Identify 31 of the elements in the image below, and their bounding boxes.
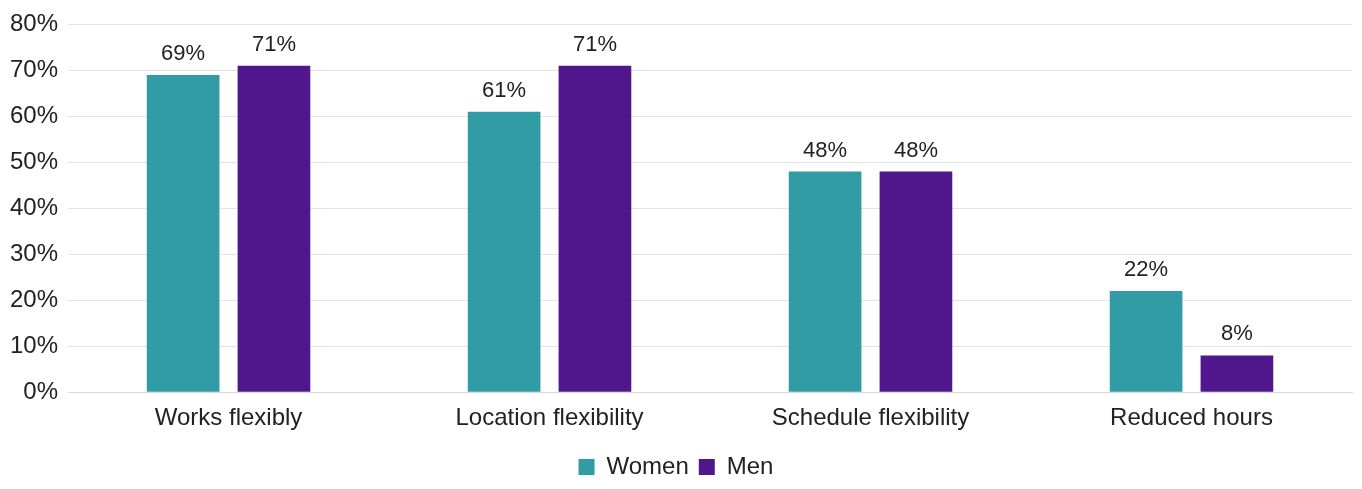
x-tick-label: Schedule flexibility	[771, 403, 970, 431]
bar	[1109, 291, 1183, 392]
bar	[146, 74, 220, 392]
y-tick-label: 30%	[9, 238, 59, 266]
x-tick-label: Location flexibility	[455, 403, 644, 431]
y-tick-label: 20%	[9, 284, 59, 312]
legend-label: Men	[726, 451, 774, 479]
bar	[1200, 355, 1274, 392]
y-tick-label: 40%	[9, 192, 59, 220]
y-tick-label: 70%	[9, 55, 59, 82]
bar	[788, 171, 862, 392]
data-label: 69%	[161, 40, 206, 66]
data-label: 48%	[893, 136, 938, 162]
data-label: 22%	[1124, 256, 1169, 282]
x-tick-label: Works flexibly	[154, 403, 303, 431]
bar	[558, 65, 632, 392]
y-tick-label: 50%	[9, 146, 59, 174]
bar	[467, 111, 541, 392]
bar	[237, 65, 311, 392]
x-tick-label: Reduced hours	[1110, 403, 1273, 431]
y-tick-label: 10%	[9, 330, 59, 358]
bar	[879, 171, 953, 392]
data-label: 71%	[251, 30, 296, 56]
data-label: 71%	[572, 30, 617, 56]
y-tick-label: 0%	[23, 376, 59, 404]
y-tick-label: 80%	[9, 9, 59, 37]
data-label: 8%	[1221, 320, 1253, 346]
legend-label: Women	[606, 451, 689, 479]
data-label: 61%	[482, 76, 527, 102]
y-tick-label: 60%	[9, 100, 59, 128]
data-label: 48%	[803, 136, 848, 162]
